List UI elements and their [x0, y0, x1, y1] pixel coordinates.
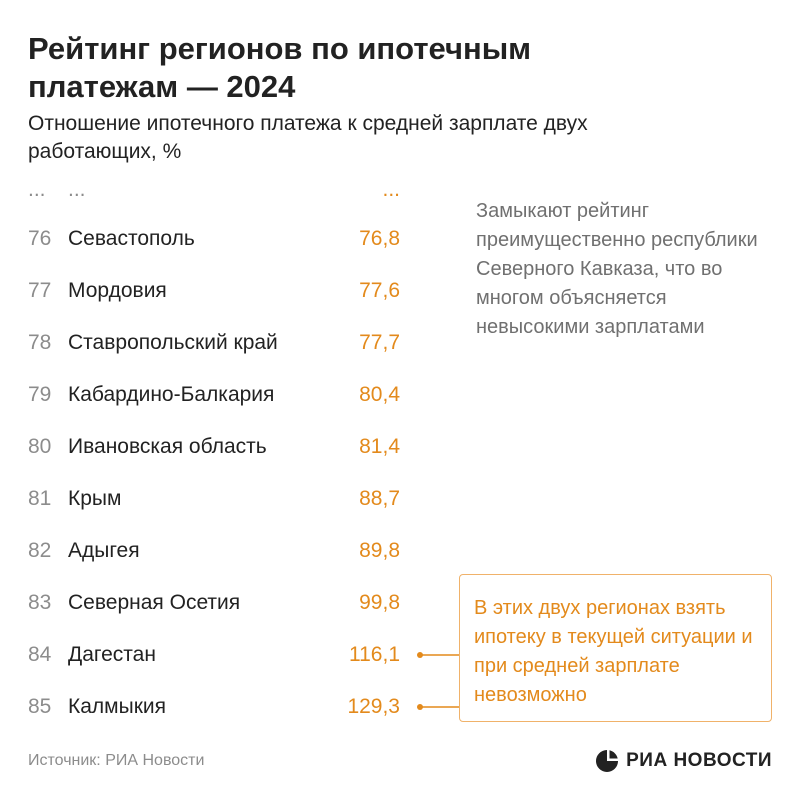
table-row: 77 Мордовия 77,6: [0, 271, 440, 311]
value-cell: 81,4: [359, 435, 400, 458]
region-cell: Адыгея: [68, 539, 140, 562]
rank-cell: 81: [28, 487, 52, 510]
callout-box: В этих двух регионах взять ипотеку в тек…: [459, 574, 772, 722]
rank-cell: 82: [28, 539, 52, 562]
region-cell: Дагестан: [68, 643, 156, 666]
table-row: 82 Адыгея 89,8: [0, 531, 440, 571]
table-row: 76 Севастополь 76,8: [0, 219, 440, 259]
table-row: 80 Ивановская область 81,4: [0, 427, 440, 467]
value-cell: 89,8: [359, 539, 400, 562]
table-row: 85 Калмыкия 129,3: [0, 687, 440, 727]
region-cell: Ивановская область: [68, 435, 267, 458]
side-note: Замыкают рейтинг преимущественно республ…: [476, 200, 758, 338]
ria-logo: РИА НОВОСТИ: [594, 746, 772, 776]
ellipsis-value: ...: [382, 178, 400, 201]
value-cell: 99,8: [359, 591, 400, 614]
rank-cell: 85: [28, 695, 52, 718]
value-cell: 77,7: [359, 331, 400, 354]
region-cell: Севастополь: [68, 227, 195, 250]
source-note: Источник: РИА Новости: [28, 752, 205, 769]
ellipsis-region: ...: [68, 178, 86, 201]
table-row: 79 Кабардино-Балкария 80,4: [0, 375, 440, 415]
rank-cell: 78: [28, 331, 52, 354]
rank-cell: 80: [28, 435, 52, 458]
value-cell: 77,6: [359, 279, 400, 302]
rank-cell: 76: [28, 227, 52, 250]
rank-cell: 79: [28, 383, 52, 406]
table-row: 78 Ставропольский край 77,7: [0, 323, 440, 363]
callout-text: В этих двух регионах взять ипотеку в тек…: [474, 597, 753, 706]
region-cell: Ставропольский край: [68, 331, 278, 354]
rank-cell: 84: [28, 643, 52, 666]
value-cell: 116,1: [349, 643, 400, 666]
table-row: 84 Дагестан 116,1: [0, 635, 440, 675]
ellipsis-rank: ...: [28, 178, 46, 201]
ranking-table: ... ... ... 76 Севастополь 76,8 77 Мордовия 7…: [0, 170, 440, 727]
region-cell: Калмыкия: [68, 695, 166, 718]
value-cell: 76,8: [359, 227, 400, 250]
value-cell: 80,4: [359, 383, 400, 406]
ellipsis-row: ... ... ...: [0, 170, 440, 210]
value-cell: 129,3: [347, 695, 400, 718]
ria-logo-icon: [596, 750, 619, 772]
table-row: 81 Крым 88,7: [0, 479, 440, 519]
rank-cell: 83: [28, 591, 52, 614]
page-title: Рейтинг регионов по ипотечным платежам —…: [28, 31, 532, 104]
page-subtitle: Отношение ипотечного платежа к средней з…: [28, 112, 588, 163]
rank-cell: 77: [28, 279, 52, 302]
region-cell: Северная Осетия: [68, 591, 241, 614]
region-cell: Мордовия: [68, 279, 167, 302]
table-row: 83 Северная Осетия 99,8: [0, 583, 440, 623]
region-cell: Кабардино-Балкария: [68, 383, 275, 406]
region-cell: Крым: [68, 487, 122, 510]
value-cell: 88,7: [359, 487, 400, 510]
ria-logo-text: РИА НОВОСТИ: [626, 750, 772, 771]
